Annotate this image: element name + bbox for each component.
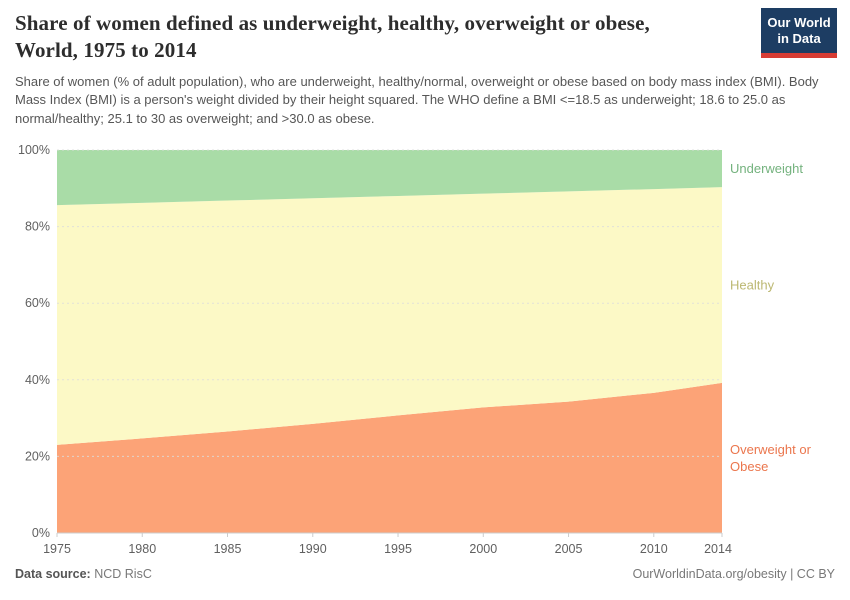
series-label-underweight: Underweight <box>730 161 803 176</box>
x-axis-labels: 1975 1980 1985 1990 1995 2000 2005 2010 2014 <box>43 533 732 556</box>
x-tick-label: 2000 <box>469 542 497 556</box>
x-tick-label: 1995 <box>384 542 412 556</box>
owid-logo: Our World in Data <box>761 8 837 58</box>
series-label-overweight-or-obese: Overweight or <box>730 442 812 457</box>
title-line-2: World, 1975 to 2014 <box>15 38 197 63</box>
chart-subtitle: Share of women (% of adult population), … <box>15 73 819 126</box>
title-line-1: Share of women defined as underweight, h… <box>15 11 650 35</box>
y-tick-label: 80% <box>25 220 50 234</box>
x-tick-label: 2005 <box>555 542 583 556</box>
y-tick-label: 20% <box>25 449 50 463</box>
data-source-value: NCD RisC <box>94 567 152 581</box>
owid-logo-line1: Our World <box>767 15 831 30</box>
x-tick-label: 1975 <box>43 542 71 556</box>
series-labels: Overweight or Obese Healthy Underweight <box>730 161 812 474</box>
y-axis-labels: 0% 20% 40% 60% 80% 100% <box>18 143 50 540</box>
y-tick-label: 0% <box>32 526 50 540</box>
chart-gridlines <box>57 149 722 534</box>
x-tick-label: 2010 <box>640 542 668 556</box>
x-tick-label: 1990 <box>299 542 327 556</box>
area-underweight[interactable] <box>57 150 722 206</box>
credit-link[interactable]: OurWorldinData.org/obesity | CC BY <box>632 567 835 581</box>
x-tick-label: 1980 <box>128 542 156 556</box>
data-source: Data source: NCD RisC <box>15 567 152 581</box>
y-tick-label: 100% <box>18 143 50 157</box>
area-overweight-or-obese[interactable] <box>57 382 722 533</box>
stacked-area-chart[interactable]: 0% 20% 40% 60% 80% 100% 1975 1980 1985 1990 1995 2… <box>0 140 850 565</box>
data-source-label: Data source: <box>15 567 91 581</box>
area-healthy[interactable] <box>57 187 722 445</box>
x-tick-label: 1985 <box>214 542 242 556</box>
x-tick-label: 2014 <box>704 542 732 556</box>
series-label-healthy: Healthy <box>730 278 775 293</box>
owid-logo-line2: in Data <box>777 30 821 46</box>
y-tick-label: 60% <box>25 296 50 310</box>
series-label-overweight-or-obese: Obese <box>730 459 768 474</box>
chart-header: Share of women defined as underweight, h… <box>15 10 835 128</box>
page-title: Share of women defined as underweight, h… <box>15 10 835 65</box>
y-tick-label: 40% <box>25 373 50 387</box>
chart-footer: Data source: NCD RisC OurWorldinData.org… <box>15 567 835 581</box>
chart-areas[interactable] <box>57 150 722 533</box>
